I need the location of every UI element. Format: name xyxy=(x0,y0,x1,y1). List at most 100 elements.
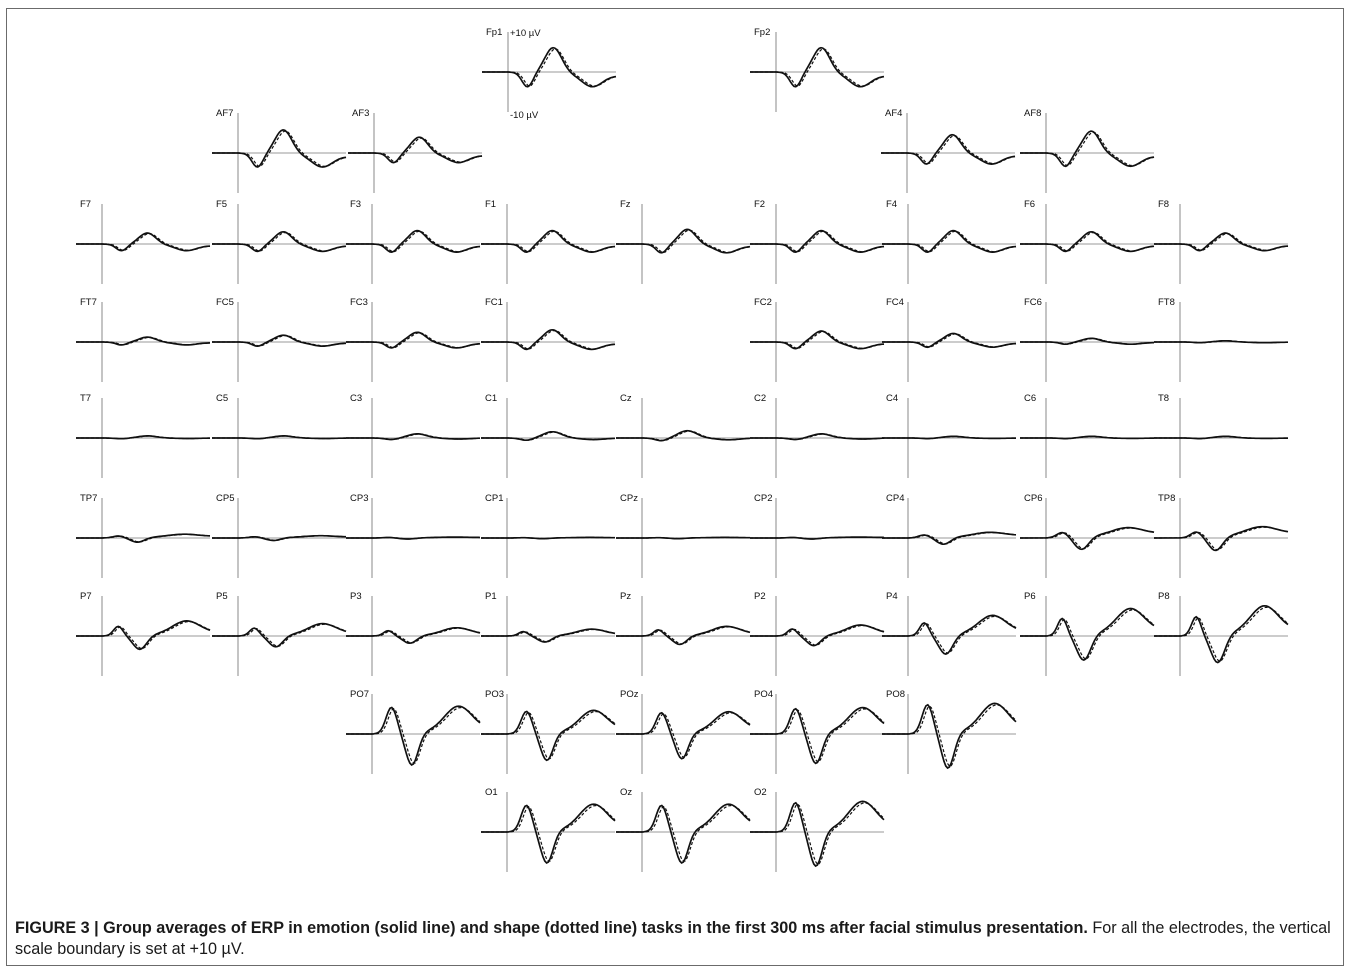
electrode-label-cp3: CP3 xyxy=(350,493,368,504)
erp-plot-po4: PO4 xyxy=(750,689,885,774)
electrode-label-p2: P2 xyxy=(754,591,766,602)
shape-trace-af8 xyxy=(1020,131,1155,167)
erp-plot-p8: P8 xyxy=(1154,591,1289,676)
erp-plot-p5: P5 xyxy=(212,591,347,676)
emotion-trace-po8 xyxy=(882,702,1017,770)
emotion-trace-af7 xyxy=(212,129,347,168)
shape-trace-fc3 xyxy=(346,332,481,349)
electrode-label-c5: C5 xyxy=(216,393,228,404)
emotion-trace-p2 xyxy=(750,624,885,647)
electrode-label-p7: P7 xyxy=(80,591,92,602)
electrode-label-fp2: Fp2 xyxy=(754,27,770,38)
electrode-label-p5: P5 xyxy=(216,591,228,602)
electrode-label-fc5: FC5 xyxy=(216,297,234,308)
erp-plot-c6: C6 xyxy=(1020,393,1154,478)
shape-trace-po3 xyxy=(481,711,616,760)
caption-bold: FIGURE 3 | Group averages of ERP in emot… xyxy=(15,919,1088,937)
emotion-trace-p5 xyxy=(212,622,347,648)
shape-trace-oz xyxy=(616,805,751,862)
electrode-label-cz: Cz xyxy=(620,393,632,404)
shape-trace-p5 xyxy=(212,623,347,647)
shape-trace-c3 xyxy=(346,433,481,440)
electrode-label-c1: C1 xyxy=(485,393,497,404)
erp-plot-fc4: FC4 xyxy=(882,297,1017,382)
shape-trace-fc6 xyxy=(1020,337,1155,345)
emotion-trace-fc3 xyxy=(346,331,481,349)
shape-trace-f1 xyxy=(481,230,616,253)
shape-trace-po7 xyxy=(346,707,481,764)
electrode-label-c4: C4 xyxy=(886,393,898,404)
shape-trace-f2 xyxy=(750,230,885,253)
electrode-label-c2: C2 xyxy=(754,393,766,404)
shape-trace-fc1 xyxy=(481,329,616,350)
erp-plot-f4: F4 xyxy=(882,199,1017,284)
shape-trace-f3 xyxy=(346,230,481,253)
electrode-label-cp4: CP4 xyxy=(886,493,904,504)
electrode-label-fc3: FC3 xyxy=(350,297,368,308)
shape-trace-fc2 xyxy=(750,330,885,349)
shape-trace-poz xyxy=(616,712,751,759)
erp-plot-po3: PO3 xyxy=(481,689,616,774)
electrode-label-fc1: FC1 xyxy=(485,297,503,308)
shape-trace-f5 xyxy=(212,231,347,252)
erp-plot-p2: P2 xyxy=(750,591,885,676)
erp-plot-af4: AF4 xyxy=(881,108,1016,193)
erp-plot-cp5: CP5 xyxy=(212,493,346,578)
emotion-trace-f8 xyxy=(1154,232,1289,252)
shape-trace-p2 xyxy=(750,625,885,646)
shape-trace-cp6 xyxy=(1020,527,1155,550)
erp-plot-o2: O2 xyxy=(750,787,885,872)
electrode-label-fp1: Fp1 xyxy=(486,27,502,38)
shape-trace-p3 xyxy=(346,627,481,644)
shape-trace-tp8 xyxy=(1153,526,1289,551)
electrode-label-cp6: CP6 xyxy=(1024,493,1042,504)
emotion-trace-tp8 xyxy=(1153,525,1289,552)
electrode-label-fz: Fz xyxy=(620,199,631,210)
shape-trace-pz xyxy=(616,626,751,645)
erp-plot-c4: C4 xyxy=(882,393,1016,478)
shape-trace-cp2 xyxy=(750,536,885,540)
shape-trace-t7 xyxy=(76,435,211,440)
erp-plot-f8: F8 xyxy=(1154,199,1289,284)
erp-plot-t7: T7 xyxy=(76,393,211,478)
shape-trace-f4 xyxy=(882,230,1017,253)
emotion-trace-ft7 xyxy=(76,336,211,346)
electrode-label-fc2: FC2 xyxy=(754,297,772,308)
electrode-label-f4: F4 xyxy=(886,199,897,210)
emotion-trace-af3 xyxy=(348,136,483,164)
electrode-label-pz: Pz xyxy=(620,591,631,602)
erp-plot-p1: P1 xyxy=(481,591,616,676)
shape-trace-p7 xyxy=(76,621,211,650)
emotion-trace-fp1 xyxy=(482,46,617,88)
shape-trace-af7 xyxy=(212,130,347,167)
erp-plot-p7: P7 xyxy=(76,591,211,676)
emotion-trace-po7 xyxy=(346,705,481,766)
emotion-trace-fz xyxy=(616,228,751,254)
shape-trace-cz xyxy=(616,430,751,442)
shape-trace-p1 xyxy=(481,628,616,643)
electrode-label-po4: PO4 xyxy=(754,689,773,700)
erp-plot-tp7: TP7 xyxy=(76,493,211,578)
emotion-trace-f2 xyxy=(750,229,885,253)
erp-plot-f6: F6 xyxy=(1020,199,1155,284)
erp-plot-fc3: FC3 xyxy=(346,297,481,382)
erp-plot-fp2: Fp2 xyxy=(750,27,885,112)
shape-trace-c6 xyxy=(1020,435,1154,440)
erp-plot-cp6: CP6 xyxy=(1019,493,1155,578)
electrode-label-t8: T8 xyxy=(1158,393,1169,404)
emotion-trace-o1 xyxy=(481,803,616,864)
erp-plot-fc1: FC1 xyxy=(481,297,616,382)
shape-trace-fp2 xyxy=(750,48,885,87)
electrode-label-po7: PO7 xyxy=(350,689,369,700)
emotion-trace-f1 xyxy=(481,229,616,253)
shape-trace-f7 xyxy=(76,232,211,251)
electrode-label-poz: POz xyxy=(620,689,639,700)
shape-trace-po4 xyxy=(750,708,885,763)
shape-trace-cpz xyxy=(616,536,750,540)
erp-plot-af7: AF7 xyxy=(212,108,347,193)
erp-plot-p6: P6 xyxy=(1020,591,1155,676)
electrode-label-t7: T7 xyxy=(80,393,91,404)
emotion-trace-oz xyxy=(616,803,751,864)
emotion-trace-p7 xyxy=(76,620,211,651)
